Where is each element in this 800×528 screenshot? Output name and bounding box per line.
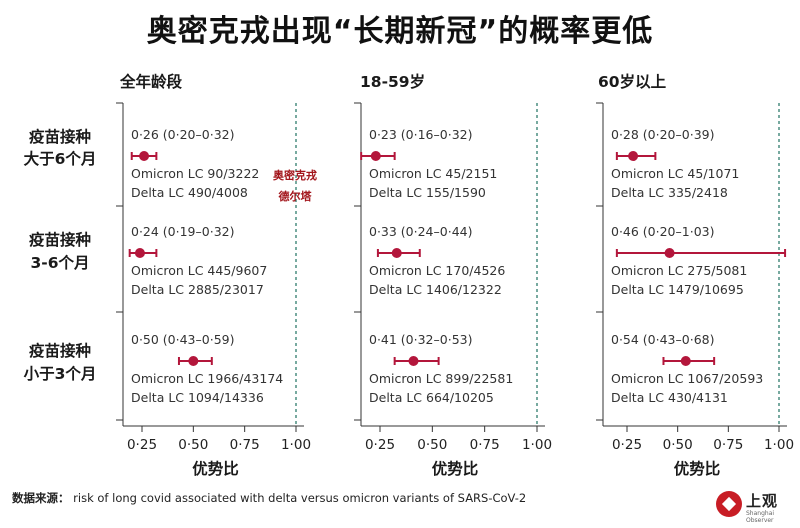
panel-2-row-1-delta-label: Delta LC 155/1590: [369, 185, 486, 200]
source-text: risk of long covid associated with delta…: [73, 491, 527, 505]
panel-3-row-2-estimate-label: 0·46 (0·20–1·03): [611, 224, 714, 239]
panel-1-row-1-estimate-label: 0·26 (0·20–0·32): [131, 127, 234, 142]
panel-1-row-3-omicron-label: Omicron LC 1966/43174: [131, 371, 283, 386]
panel-3-row-1-estimate-label: 0·28 (0·20–0·39): [611, 127, 714, 142]
panel-1-x-axis-label: 优势比: [192, 459, 239, 478]
panel-1-row-2-omicron-label: Omicron LC 445/9607: [131, 263, 267, 278]
source-note: 数据来源： risk of long covid associated with…: [12, 490, 526, 506]
panel-3-row-2-delta-label: Delta LC 1479/10695: [611, 282, 744, 297]
panel-3-x-tick-label-4: 1·00: [764, 437, 794, 453]
panel-3-row-3-estimate-label: 0·54 (0·43–0·68): [611, 332, 714, 347]
panel-1-row-2-point: [134, 248, 145, 258]
chart-title: 奥密克戎出现“长期新冠”的概率更低: [146, 14, 654, 49]
panel-1-row-1-point: [139, 151, 150, 161]
panel-2-row-1-omicron-label: Omicron LC 45/2151: [369, 166, 497, 181]
panel-1-row-2-estimate-label: 0·24 (0·19–0·32): [131, 224, 234, 239]
panel-3-row-1-omicron-label: Omicron LC 45/1071: [611, 166, 739, 181]
panel-1-row-2-delta-label: Delta LC 2885/23017: [131, 282, 264, 297]
watermark-line-1: 奥密克戎: [273, 169, 317, 182]
panel-2-x-tick-label-3: 0·75: [470, 437, 500, 453]
panel-1-x-tick-label-1: 0·25: [127, 437, 157, 453]
panel-2-row-2-point: [391, 248, 402, 258]
panel-3-row-3-delta-label: Delta LC 430/4131: [611, 390, 728, 405]
panel-2-row-2-estimate-label: 0·33 (0·24–0·44): [369, 224, 472, 239]
panel-2-title: 18-59岁: [360, 72, 425, 91]
panel-1-x-tick-label-3: 0·75: [230, 437, 260, 453]
logo-icon: [716, 491, 742, 517]
panel-1-row-3-estimate-label: 0·50 (0·43–0·59): [131, 332, 234, 347]
watermark-line-2: 德尔塔: [278, 190, 312, 203]
row-label-2-line-1: 疫苗接种: [29, 230, 91, 249]
panel-2-row-3-delta-label: Delta LC 664/10205: [369, 390, 494, 405]
panel-1-title: 全年龄段: [119, 72, 183, 91]
panel-2-x-tick-label-4: 1·00: [522, 437, 552, 453]
watermark: 奥密克戎 德尔塔: [266, 165, 324, 207]
panel-3-title: 60岁以上: [598, 72, 667, 91]
panel-1-row-1-delta-label: Delta LC 490/4008: [131, 185, 248, 200]
panel-2-row-3-estimate-label: 0·41 (0·32–0·53): [369, 332, 472, 347]
logo-subtitle: Shanghai Observer: [746, 510, 775, 524]
logo-name: 上观: [746, 492, 779, 510]
panel-2-row-1-estimate-label: 0·23 (0·16–0·32): [369, 127, 472, 142]
panel-3-x-tick-label-1: 0·25: [612, 437, 642, 453]
panel-2-x-tick-label-1: 0·25: [365, 437, 395, 453]
row-label-2-line-2: 3-6个月: [30, 254, 89, 272]
panel-2-row-2-omicron-label: Omicron LC 170/4526: [369, 263, 505, 278]
panel-2-x-tick-label-2: 0·50: [417, 437, 447, 453]
panel-1-x-tick-label-2: 0·50: [178, 437, 208, 453]
row-label-3-line-1: 疫苗接种: [29, 341, 91, 360]
panel-3-x-axis-label: 优势比: [674, 459, 721, 478]
panel-2-row-1-point: [370, 151, 381, 161]
panel-3-row-3-point: [680, 356, 691, 366]
panel-1-x-tick-label-4: 1·00: [281, 437, 311, 453]
row-label-1-line-2: 大于6个月: [24, 149, 97, 168]
source-label: 数据来源：: [12, 491, 70, 505]
panel-2-row-2-delta-label: Delta LC 1406/12322: [369, 282, 502, 297]
panel-2-row-3-omicron-label: Omicron LC 899/22581: [369, 371, 513, 386]
panel-3-row-1-delta-label: Delta LC 335/2418: [611, 185, 728, 200]
row-label-1-line-1: 疫苗接种: [29, 127, 91, 146]
shanghai-observer-logo: 上观 Shanghai Observer: [716, 488, 796, 524]
row-label-3-line-2: 小于3个月: [24, 365, 97, 383]
panel-3-row-2-omicron-label: Omicron LC 275/5081: [611, 263, 747, 278]
panel-2-row-3-point: [408, 356, 419, 366]
panel-3-row-2-point: [664, 248, 675, 258]
panel-1-row-3-delta-label: Delta LC 1094/14336: [131, 390, 264, 405]
panel-3-x-tick-label-2: 0·50: [663, 437, 693, 453]
panel-1-row-3-point: [188, 356, 199, 366]
panel-1-row-1-omicron-label: Omicron LC 90/3222: [131, 166, 259, 181]
panel-3-x-tick-label-3: 0·75: [713, 437, 743, 453]
panel-3-row-3-omicron-label: Omicron LC 1067/20593: [611, 371, 763, 386]
panel-2-x-axis-label: 优势比: [432, 459, 479, 478]
panel-3-row-1-point: [628, 151, 639, 161]
